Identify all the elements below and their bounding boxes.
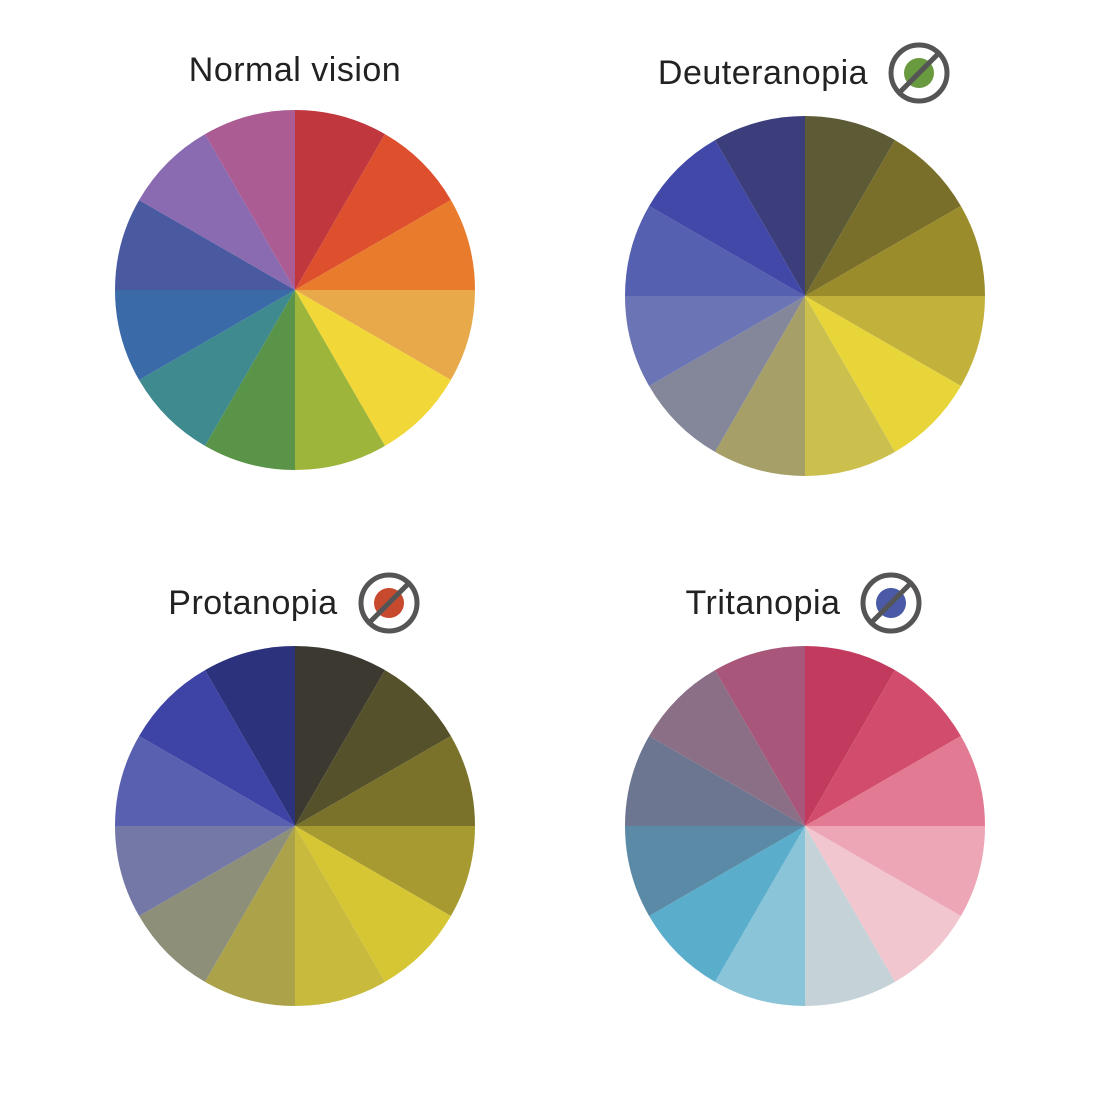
- color-wheel-deuteranopia: [623, 114, 987, 478]
- title-deuteranopia: Deuteranopia: [658, 54, 868, 93]
- title-row-protanopia: Protanopia: [60, 570, 530, 636]
- color-wheel-normal: [113, 108, 477, 472]
- wheel-wrap-normal: [60, 108, 530, 530]
- color-wheel-protanopia: [113, 644, 477, 1008]
- no-red-icon: [356, 570, 422, 636]
- no-blue-icon: [858, 570, 924, 636]
- title-normal: Normal vision: [189, 51, 401, 90]
- title-row-deuteranopia: Deuteranopia: [570, 40, 1040, 106]
- title-protanopia: Protanopia: [168, 584, 337, 623]
- panel-deuteranopia: Deuteranopia: [570, 40, 1040, 530]
- title-tritanopia: Tritanopia: [686, 584, 841, 623]
- panel-protanopia: Protanopia: [60, 570, 530, 1060]
- title-row-tritanopia: Tritanopia: [570, 570, 1040, 636]
- color-wheel-tritanopia: [623, 644, 987, 1008]
- wheel-wrap-deuteranopia: [570, 114, 1040, 530]
- panel-normal: Normal vision: [60, 40, 530, 530]
- wheel-wrap-tritanopia: [570, 644, 1040, 1060]
- wheel-wrap-protanopia: [60, 644, 530, 1060]
- color-vision-grid: Normal vision Deuteranopia Protanopia Tr…: [0, 0, 1100, 1100]
- panel-tritanopia: Tritanopia: [570, 570, 1040, 1060]
- title-row-normal: Normal vision: [60, 40, 530, 100]
- no-green-icon: [886, 40, 952, 106]
